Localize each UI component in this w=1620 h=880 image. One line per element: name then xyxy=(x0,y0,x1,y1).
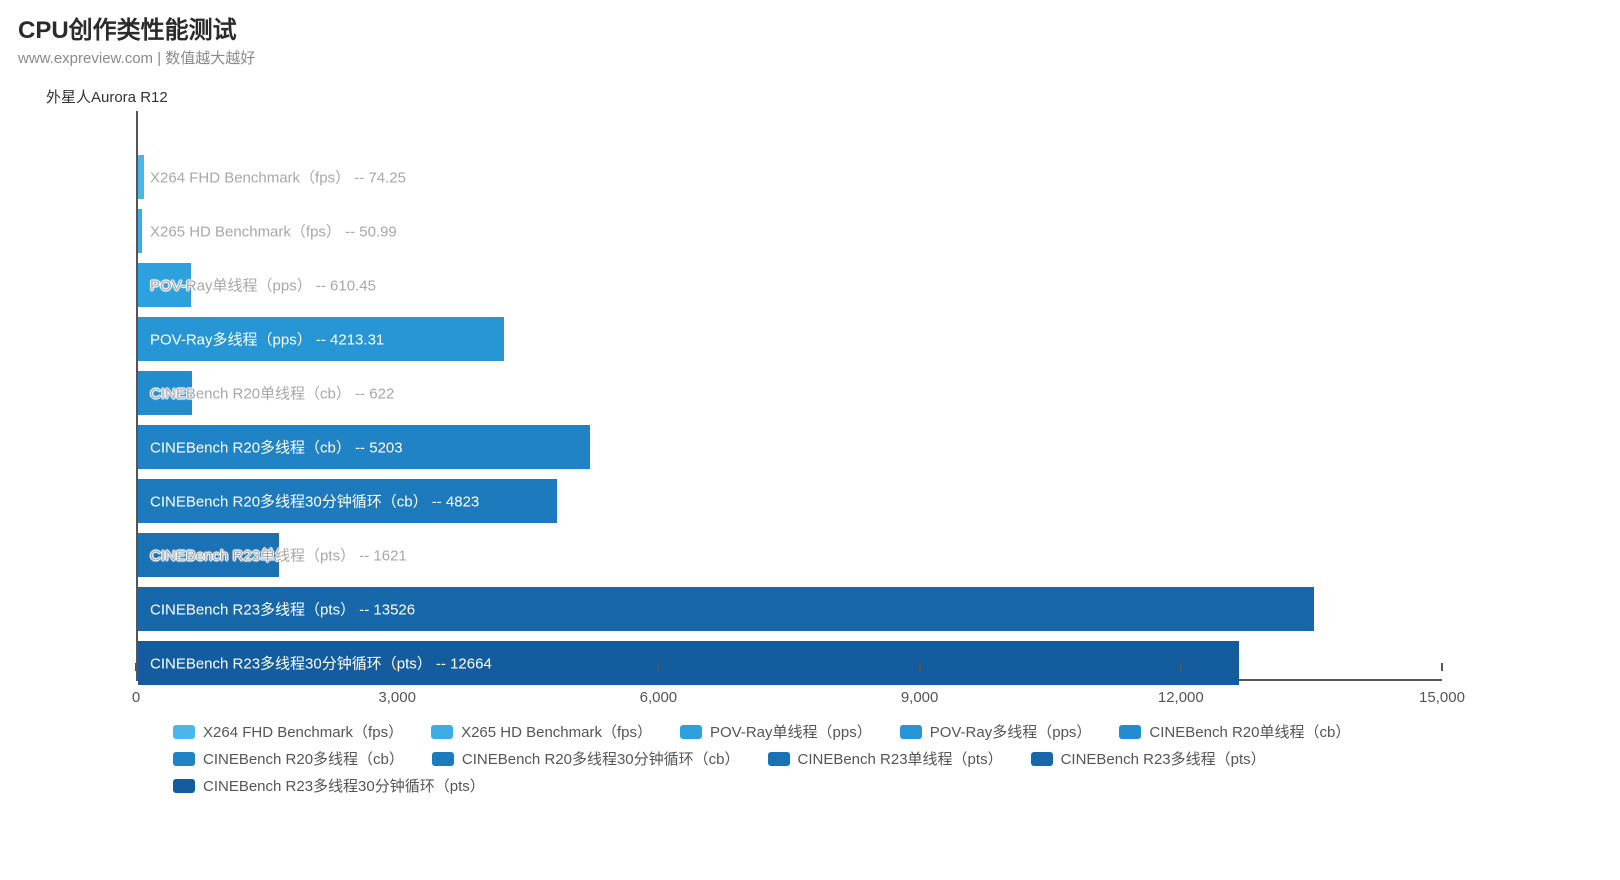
legend-item: CINEBench R23多线程30分钟循环（pts） xyxy=(173,775,485,796)
bar-label: CINEBench R23单线程（pts） -- 1621 xyxy=(150,545,407,566)
bar-label: POV-Ray多线程（pps） -- 4213.31 xyxy=(150,329,384,350)
plot-region: X264 FHD Benchmark（fps） -- 74.25X264 FHD… xyxy=(136,111,1442,681)
x-tick-label: 12,000 xyxy=(1158,689,1204,706)
bar-row: POV-Ray单线程（pps） -- 610.45POV-Ray单线程（pps）… xyxy=(138,263,1442,307)
legend-label: CINEBench R23多线程30分钟循环（pts） xyxy=(203,775,485,796)
bar-row: CINEBench R20多线程（cb） -- 5203 xyxy=(138,425,1442,469)
bar-label: CINEBench R20多线程（cb） -- 5203 xyxy=(150,437,403,458)
x-axis-ticks: 03,0006,0009,00012,00015,000 xyxy=(136,689,1442,709)
chart-area: X264 FHD Benchmark（fps） -- 74.25X264 FHD… xyxy=(128,111,1442,721)
legend-swatch xyxy=(1031,752,1053,766)
tick-mark xyxy=(1180,663,1182,671)
legend-label: CINEBench R23单线程（pts） xyxy=(798,748,1003,769)
chart-title: CPU创作类性能测试 xyxy=(18,10,1602,45)
category-label: 外星人Aurora R12 xyxy=(46,86,1602,107)
chart-subtitle: www.expreview.com | 数值越大越好 xyxy=(18,47,1602,68)
bar-label: X264 FHD Benchmark（fps） -- 74.25 xyxy=(150,167,406,188)
legend-label: X265 HD Benchmark（fps） xyxy=(461,721,652,742)
bar-label: POV-Ray单线程（pps） -- 610.45 xyxy=(150,275,376,296)
legend-label: CINEBench R23多线程（pts） xyxy=(1061,748,1266,769)
bar-row: CINEBench R23单线程（pts） -- 1621CINEBench R… xyxy=(138,533,1442,577)
tick-mark xyxy=(657,663,659,671)
legend-item: POV-Ray多线程（pps） xyxy=(900,721,1092,742)
legend-label: POV-Ray单线程（pps） xyxy=(710,721,872,742)
legend-item: CINEBench R20多线程（cb） xyxy=(173,748,404,769)
tick-mark xyxy=(135,663,137,671)
bar-fill xyxy=(138,209,142,253)
bar-row: CINEBench R20多线程30分钟循环（cb） -- 4823 xyxy=(138,479,1442,523)
legend-label: CINEBench R20多线程（cb） xyxy=(203,748,404,769)
legend-swatch xyxy=(173,752,195,766)
bar-row: CINEBench R20单线程（cb） -- 622CINEBench R20… xyxy=(138,371,1442,415)
legend-label: X264 FHD Benchmark（fps） xyxy=(203,721,403,742)
bar-row: X265 HD Benchmark（fps） -- 50.99X265 HD B… xyxy=(138,209,1442,253)
x-tick-label: 15,000 xyxy=(1419,689,1465,706)
legend-label: POV-Ray多线程（pps） xyxy=(930,721,1092,742)
legend-swatch xyxy=(1119,725,1141,739)
legend-item: POV-Ray单线程（pps） xyxy=(680,721,872,742)
bars-container: X264 FHD Benchmark（fps） -- 74.25X264 FHD… xyxy=(138,155,1442,685)
legend: X264 FHD Benchmark（fps） X265 HD Benchmark… xyxy=(173,721,1562,796)
bar-row: CINEBench R23多线程（pts） -- 13526 xyxy=(138,587,1442,631)
bar-label: CINEBench R23多线程（pts） -- 13526 xyxy=(150,599,415,620)
bar-label: CINEBench R23多线程30分钟循环（pts） -- 12664 xyxy=(150,653,492,674)
legend-swatch xyxy=(900,725,922,739)
legend-item: CINEBench R23多线程（pts） xyxy=(1031,748,1266,769)
bar-label: CINEBench R20多线程30分钟循环（cb） -- 4823 xyxy=(150,491,479,512)
legend-swatch xyxy=(173,779,195,793)
legend-item: X265 HD Benchmark（fps） xyxy=(431,721,652,742)
bar-label: CINEBench R20单线程（cb） -- 622 xyxy=(150,383,394,404)
bar-fill xyxy=(138,155,144,199)
legend-swatch xyxy=(431,725,453,739)
tick-mark xyxy=(919,663,921,671)
legend-item: CINEBench R23单线程（pts） xyxy=(768,748,1003,769)
x-tick-label: 3,000 xyxy=(378,689,416,706)
legend-item: CINEBench R20单线程（cb） xyxy=(1119,721,1350,742)
x-tick-label: 6,000 xyxy=(640,689,678,706)
bar-row: X264 FHD Benchmark（fps） -- 74.25X264 FHD… xyxy=(138,155,1442,199)
legend-swatch xyxy=(432,752,454,766)
bar-row: POV-Ray多线程（pps） -- 4213.31 xyxy=(138,317,1442,361)
bar-row: CINEBench R23多线程30分钟循环（pts） -- 12664 xyxy=(138,641,1442,685)
legend-swatch xyxy=(680,725,702,739)
legend-swatch xyxy=(173,725,195,739)
legend-item: X264 FHD Benchmark（fps） xyxy=(173,721,403,742)
tick-mark xyxy=(1441,663,1443,671)
x-tick-label: 9,000 xyxy=(901,689,939,706)
legend-swatch xyxy=(768,752,790,766)
legend-label: CINEBench R20多线程30分钟循环（cb） xyxy=(462,748,740,769)
legend-item: CINEBench R20多线程30分钟循环（cb） xyxy=(432,748,740,769)
legend-label: CINEBench R20单线程（cb） xyxy=(1149,721,1350,742)
x-tick-label: 0 xyxy=(132,689,140,706)
bar-label: X265 HD Benchmark（fps） -- 50.99 xyxy=(150,221,397,242)
